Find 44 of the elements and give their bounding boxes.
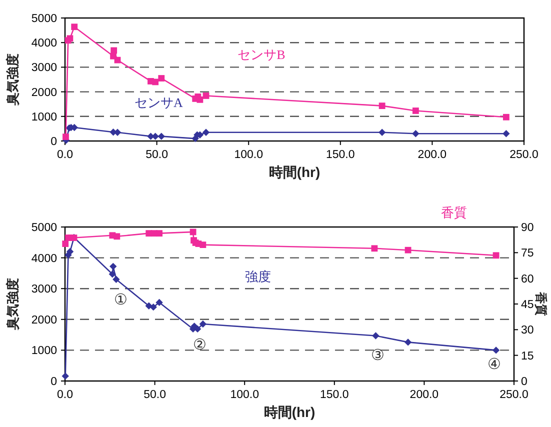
annotation: ②: [193, 336, 206, 354]
y-tick-label: 2000: [31, 86, 57, 99]
y2-tick-label: 0: [521, 376, 528, 388]
y-tick-label: 2000: [31, 314, 57, 326]
y-tick-label: 0: [50, 376, 57, 388]
y-tick-label: 4000: [31, 38, 57, 50]
y2-tick-label: 15: [521, 350, 534, 362]
x-tick-label: 50.0: [144, 389, 166, 401]
y-tick-label: 5000: [31, 222, 57, 234]
x-tick-label: 100.0: [234, 149, 263, 161]
x-tick-label: 0.0: [57, 389, 73, 401]
y-tick-label: 5000: [31, 13, 57, 25]
x-tick-label: 200.0: [418, 149, 447, 161]
x-tick-label: 200.0: [410, 389, 439, 401]
annotation: ③: [371, 347, 384, 364]
y2-tick-label: 45: [521, 299, 534, 311]
x-tick-label: 0.0: [57, 149, 73, 161]
x-tick-label: 250.0: [500, 389, 528, 401]
x-axis-title: 時間(hr): [268, 164, 320, 180]
annotation: ④: [488, 356, 501, 373]
y2-tick-label: 90: [521, 222, 534, 234]
y-tick-label: 0: [50, 136, 57, 148]
y-axis-title: 臭気強度: [5, 54, 20, 106]
text: 強度: [245, 269, 272, 284]
x-axis-title: 時間(hr): [264, 404, 316, 420]
y-tick-label: 3000: [31, 284, 57, 296]
annotation: ①: [114, 292, 128, 309]
text: センサB: [238, 46, 286, 62]
y-axis-title: 臭気強度: [5, 278, 20, 330]
y2-axis-title: 香質: [534, 291, 548, 316]
x-tick-label: 150.0: [320, 389, 349, 401]
x-tick-label: 100.0: [230, 389, 259, 401]
y-tick-label: 1000: [31, 111, 57, 124]
text: 香質: [441, 205, 467, 220]
y-tick-label: 1000: [31, 345, 57, 358]
series-label: センサA: [134, 95, 184, 110]
x-tick-label: 50.0: [146, 149, 168, 161]
y2-tick-label: 30: [521, 324, 534, 337]
y-tick-label: 3000: [31, 62, 57, 74]
y-tick-label: 4000: [31, 252, 57, 265]
y2-tick-label: 60: [521, 273, 534, 286]
x-tick-label: 150.0: [326, 149, 355, 161]
x-tick-label: 250.0: [510, 149, 538, 161]
y2-tick-label: 75: [521, 248, 534, 260]
